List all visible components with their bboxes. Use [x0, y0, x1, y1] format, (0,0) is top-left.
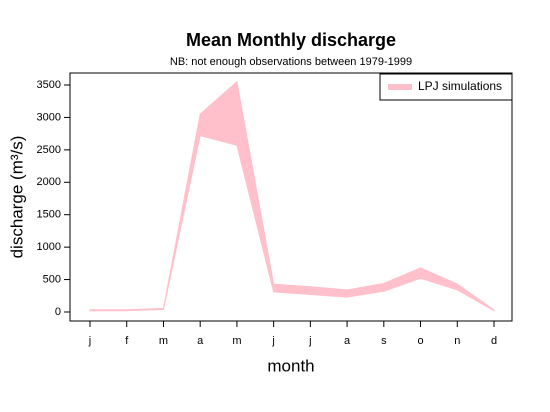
- y-tick-label: 2500: [37, 144, 61, 156]
- x-axis-label: month: [267, 356, 314, 375]
- x-tick-label: d: [491, 335, 497, 347]
- x-tick-label: n: [454, 335, 460, 347]
- x-tick-label: a: [344, 335, 351, 347]
- x-tick-label: o: [417, 335, 423, 347]
- y-tick-label: 3500: [37, 79, 61, 91]
- y-axis-label: discharge (m³/s): [7, 136, 26, 259]
- x-tick-label: m: [159, 335, 168, 347]
- x-tick-label: f: [125, 335, 129, 347]
- x-tick-label: j: [88, 335, 91, 347]
- x-tick-label: a: [197, 335, 204, 347]
- x-tick-label: j: [308, 335, 311, 347]
- y-tick-label: 1500: [37, 209, 61, 221]
- chart-title: Mean Monthly discharge: [186, 30, 396, 50]
- y-tick-label: 0: [55, 306, 61, 318]
- y-tick-label: 2000: [37, 176, 61, 188]
- y-tick-label: 3000: [37, 111, 61, 123]
- y-tick-label: 500: [43, 273, 61, 285]
- range-band: [89, 80, 495, 312]
- plot-frame: [69, 72, 513, 322]
- chart-subtitle: NB: not enough observations between 1979…: [170, 56, 412, 68]
- y-tick-label: 1000: [37, 241, 61, 253]
- x-tick-label: m: [232, 335, 241, 347]
- x-tick-label: j: [271, 335, 274, 347]
- legend-label: LPJ simulations: [418, 79, 502, 93]
- x-tick-label: s: [381, 335, 387, 347]
